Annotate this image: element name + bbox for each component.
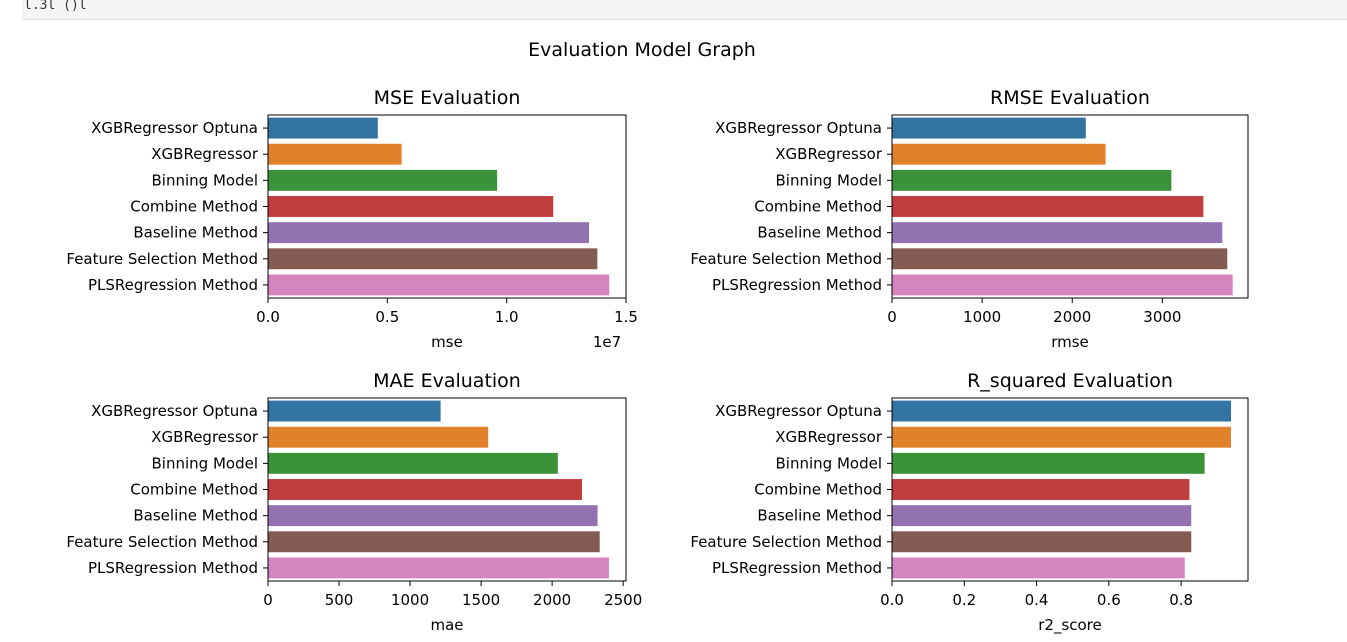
bar-xgbregressor-optuna [892,400,1232,422]
y-tick-label: Binning Model [152,454,258,472]
y-tick-label: Feature Selection Method [66,533,258,551]
bar-xgbregressor [268,426,489,448]
chart-title: MSE Evaluation [374,87,521,109]
bar-combine-method [268,479,582,500]
y-tick-label: PLSRegression Method [88,559,258,577]
y-tick-label: Binning Model [776,171,882,189]
x-tick-label: 2500 [604,591,642,609]
bar-baseline-method [892,505,1192,527]
bar-baseline-method [892,222,1223,244]
bar-xgbregressor-optuna [268,400,441,422]
y-tick-label: Feature Selection Method [66,250,258,268]
x-axis-offset-text: 1e7 [593,333,621,351]
x-axis-label: mae [430,616,463,634]
x-tick-label: 0.8 [1169,591,1193,609]
x-tick-label: 1000 [391,591,429,609]
y-tick-label: XGBRegressor [151,145,259,163]
y-tick-label: Feature Selection Method [690,533,882,551]
chart-title: R_squared Evaluation [967,370,1173,392]
y-tick-label: Combine Method [130,198,258,216]
y-tick-label: Baseline Method [133,224,258,242]
bar-plsregression-method [892,557,1185,579]
y-tick-label: XGBRegressor [775,428,883,446]
bar-binning-model [268,169,498,191]
bar-feature-selection-method [892,248,1228,270]
bar-xgbregressor-optuna [892,117,1086,139]
y-tick-label: Combine Method [130,481,258,499]
figure-suptitle: Evaluation Model Graph [528,39,756,61]
bar-xgbregressor [892,426,1232,448]
bar-binning-model [892,169,1172,191]
x-tick-label: 0.4 [1025,591,1049,609]
bar-xgbregressor [268,143,402,165]
x-tick-label: 0.6 [1097,591,1121,609]
x-tick-label: 500 [325,591,354,609]
bar-binning-model [892,452,1205,474]
x-tick-label: 1500 [462,591,500,609]
bar-baseline-method [268,222,590,244]
x-tick-label: 2000 [533,591,571,609]
bar-xgbregressor [892,143,1106,165]
bar-combine-method [268,196,554,217]
x-axis-label: r2_score [1038,616,1102,635]
chart-title: RMSE Evaluation [990,87,1150,109]
x-axis-label: rmse [1051,333,1089,351]
y-tick-label: Baseline Method [757,507,882,525]
y-tick-label: XGBRegressor [151,428,259,446]
x-tick-label: 1.0 [495,308,519,326]
x-tick-label: 1000 [963,308,1001,326]
chart-title: MAE Evaluation [373,370,521,392]
y-tick-label: XGBRegressor Optuna [715,402,882,420]
x-tick-label: 0.5 [375,308,399,326]
x-tick-label: 0 [263,591,273,609]
y-tick-label: Binning Model [152,171,258,189]
x-tick-label: 0.2 [952,591,976,609]
x-tick-label: 0.0 [880,591,904,609]
bar-feature-selection-method [892,531,1192,553]
y-tick-label: Baseline Method [133,507,258,525]
y-tick-label: XGBRegressor Optuna [715,119,882,137]
x-tick-label: 0.0 [256,308,280,326]
y-tick-label: PLSRegression Method [712,559,882,577]
bar-binning-model [268,452,558,474]
bar-plsregression-method [268,274,610,296]
code-cell-strip: l.3l ()l [22,0,1347,20]
bar-xgbregressor-optuna [268,117,378,139]
y-tick-label: Combine Method [754,198,882,216]
bar-combine-method [892,196,1204,217]
x-tick-label: 1.5 [614,308,638,326]
bar-plsregression-method [892,274,1233,296]
bar-baseline-method [268,505,598,527]
y-tick-label: XGBRegressor Optuna [91,119,258,137]
y-tick-label: XGBRegressor [775,145,883,163]
y-tick-label: Combine Method [754,481,882,499]
code-cell-text: l.3l ()l [24,0,87,13]
x-axis-label: mse [431,333,463,351]
y-tick-label: XGBRegressor Optuna [91,402,258,420]
bar-combine-method [892,479,1190,500]
y-tick-label: Feature Selection Method [690,250,882,268]
x-tick-label: 2000 [1053,308,1091,326]
bar-feature-selection-method [268,248,598,270]
bar-feature-selection-method [268,531,600,553]
y-tick-label: PLSRegression Method [88,276,258,294]
bar-plsregression-method [268,557,609,579]
y-tick-label: Binning Model [776,454,882,472]
y-tick-label: Baseline Method [757,224,882,242]
y-tick-label: PLSRegression Method [712,276,882,294]
x-tick-label: 3000 [1143,308,1181,326]
x-tick-label: 0 [887,308,897,326]
